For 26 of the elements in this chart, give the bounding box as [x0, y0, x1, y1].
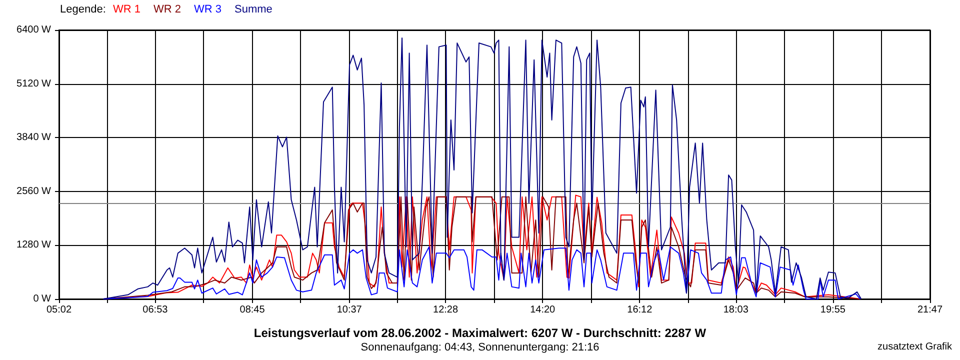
x-tick-label: 14:20 [530, 304, 556, 316]
x-tick-label: 21:47 [917, 304, 943, 316]
x-tick-label: 16:12 [627, 304, 653, 316]
x-tick-label: 19:55 [820, 304, 846, 316]
x-tick-label: 06:53 [142, 304, 168, 316]
legend-title: Legende: [60, 4, 106, 16]
y-tick-label: 2560 W [16, 186, 52, 197]
x-tick-label: 18:03 [723, 304, 749, 316]
text: WR 1 [113, 4, 140, 16]
y-tick-label: 1280 W [16, 240, 52, 251]
text: Leistungsverlauf vom 28.06.2002 - Maximalwert: 6207 W - Durchschnitt: 2287 W [254, 326, 707, 340]
y-tick-label: 6400 W [16, 24, 52, 36]
text: Sonnenaufgang: 04:43, Sonnenuntergang: 21:16 [360, 342, 600, 354]
text: zusatztext Grafik [878, 342, 953, 352]
y-tick-label: 5120 W [16, 78, 52, 90]
text: WR 3 [194, 4, 222, 16]
y-tick-label: 0 W [33, 294, 52, 304]
x-tick-label: 08:45 [240, 304, 266, 316]
x-tick-label: 10:37 [336, 304, 362, 316]
text: Summe [234, 4, 272, 16]
text: WR 2 [154, 4, 181, 16]
line-series [102, 37, 862, 300]
x-tick-label: 12:28 [433, 304, 458, 316]
y-tick-label: 3840 W [16, 132, 52, 144]
line-series [102, 246, 861, 300]
x-tick-label: 05:02 [46, 304, 72, 316]
